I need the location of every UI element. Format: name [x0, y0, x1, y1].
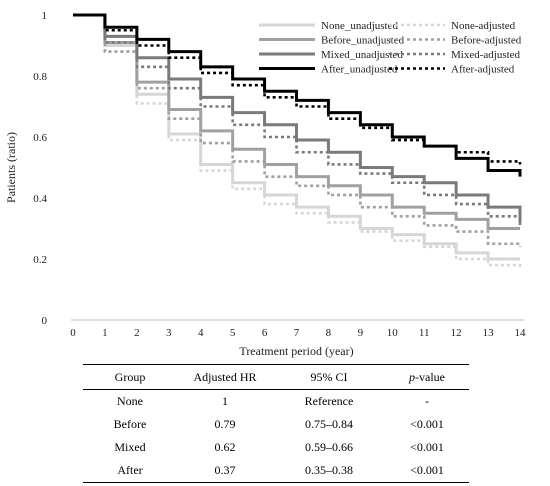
table-header-row: Group Adjusted HR 95% CI p-value: [83, 364, 469, 390]
cell-p-value: -: [425, 394, 429, 408]
y-tick-label: 0.4: [33, 193, 47, 205]
cell-ci: 0.35–0.38: [273, 459, 385, 483]
y-tick-label: 0.8: [33, 71, 47, 83]
cell-hr: 1: [222, 394, 228, 408]
cell-ci: Reference: [304, 394, 354, 408]
x-tick-label: 9: [358, 327, 364, 339]
x-tick-label: 1: [102, 327, 108, 339]
cell-group: After: [83, 459, 177, 483]
legend-label: None_unadjusted: [321, 20, 398, 32]
y-axis-title: Patients (ratio): [4, 132, 18, 203]
cell-p-value: <0.001: [410, 440, 444, 454]
cell-hr: 0.62: [214, 440, 236, 454]
series-line-before-adjusted: [73, 13, 522, 247]
legend: None_unadjusted Before_unadjusted Mixed_un…: [259, 20, 522, 76]
axes-layer: 0 1 2 3 4 5 6 7 8 9 10 11 12 13 1400.20.40.60.81Treatm…: [4, 10, 526, 358]
cell-hr: 0.37: [177, 459, 273, 483]
table-row: None 1 Reference -: [83, 390, 469, 414]
x-tick-label: 13: [483, 327, 495, 339]
series-line-after-adjusted: [73, 13, 522, 165]
table-row: Mixed 0.62 0.59–0.66 <0.001: [83, 436, 469, 459]
x-tick-label: 12: [451, 327, 462, 339]
header-p-letter: p: [409, 369, 415, 384]
x-tick-label: 7: [294, 327, 300, 339]
series-line-none-unadjusted: [73, 13, 520, 261]
x-tick-label: 2: [134, 327, 140, 339]
cell-group: None: [117, 394, 143, 408]
x-tick-label: 11: [419, 327, 430, 339]
x-tick-label: 14: [515, 327, 527, 339]
cell-ci: 0.75–0.84: [305, 417, 353, 431]
hazard-ratio-table: Group Adjusted HR 95% CI p-value None 1 …: [83, 364, 469, 483]
y-tick-label: 1: [42, 10, 48, 22]
header-95-ci: 95% CI: [273, 364, 385, 390]
series-line-mixed-adjusted: [73, 13, 522, 226]
table-row: Before 0.79 0.75–0.84 <0.001: [83, 413, 469, 436]
legend-label: Mixed-adjusted: [451, 49, 521, 61]
x-tick-label: 0: [70, 327, 76, 339]
header-p-value: p-value: [385, 364, 469, 390]
x-tick-label: 5: [230, 327, 236, 339]
x-axis-title: Treatment period (year): [239, 344, 353, 358]
series-layer: [73, 13, 522, 269]
legend-label: Before-adjusted: [451, 35, 522, 47]
km-chart: 0 1 2 3 4 5 6 7 8 9 10 11 12 13 14 0 0.2 0.4 0.6 0.8 1 Treatm…: [4, 10, 526, 358]
header-value-suffix: -value: [415, 369, 445, 384]
y-tick-label: 0.6: [33, 132, 47, 144]
x-tick-label: 10: [387, 327, 399, 339]
table-row: After 0.37 0.35–0.38 <0.001: [83, 459, 469, 483]
legend-label: After_unadjusted: [321, 64, 398, 76]
cell-group: Mixed: [114, 440, 146, 454]
header-group: Group: [83, 364, 177, 390]
cell-p-value: <0.001: [385, 459, 469, 483]
legend-label: Before_unadjusted: [321, 35, 405, 47]
x-tick-label: 3: [166, 327, 172, 339]
legend-label: Mixed_unadjusted: [321, 49, 403, 61]
series-line-none-adjusted: [73, 13, 522, 269]
legend-label: After-adjusted: [451, 64, 515, 76]
x-tick-label: 4: [198, 327, 204, 339]
legend-label: None-adjusted: [451, 20, 516, 32]
km-chart-svg: 0 1 2 3 4 5 6 7 8 9 10 11 12 13 1400.20.40.60.81Treatm…: [4, 10, 526, 358]
header-adjusted-hr: Adjusted HR: [177, 364, 273, 390]
x-tick-label: 6: [262, 327, 268, 339]
y-tick-label: 0: [42, 315, 48, 327]
cell-p-value: <0.001: [410, 417, 444, 431]
cell-ci: 0.59–0.66: [305, 440, 353, 454]
x-tick-label: 8: [326, 327, 332, 339]
cell-hr: 0.79: [214, 417, 236, 431]
series-line-before-unadjusted: [73, 13, 520, 230]
cell-group: Before: [113, 417, 147, 431]
y-tick-label: 0.2: [33, 254, 47, 266]
